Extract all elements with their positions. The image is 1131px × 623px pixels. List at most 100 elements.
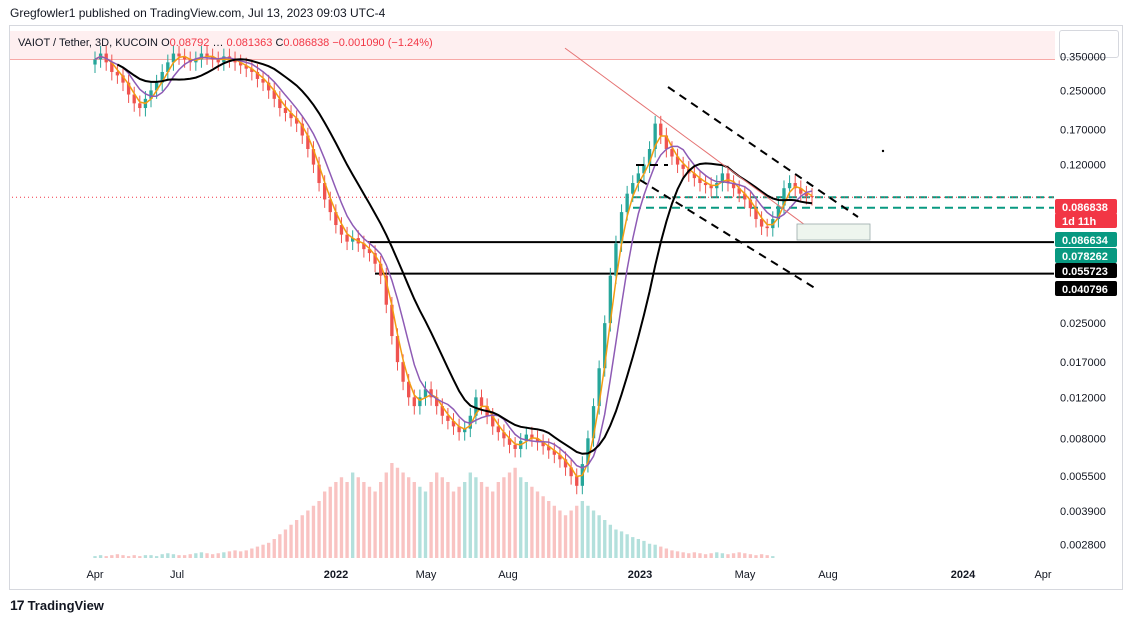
volume-bar — [703, 554, 708, 558]
brand-label[interactable]: TradingView — [27, 597, 104, 613]
volume-bar — [446, 482, 450, 558]
candle-body — [754, 208, 758, 220]
volume-bar — [328, 486, 332, 558]
volume-bar — [244, 550, 248, 558]
volume-bar — [401, 472, 405, 558]
candle-body — [636, 173, 641, 184]
candle-body — [261, 78, 265, 83]
candle-body — [765, 226, 769, 229]
volume-bar — [636, 539, 641, 558]
target-zone-box — [796, 223, 871, 241]
volume-bar — [407, 477, 411, 558]
volume-bar — [345, 482, 349, 558]
candle-body — [692, 173, 697, 179]
volume-bar — [659, 546, 663, 558]
y-tick-label: 0.120000 — [1060, 160, 1106, 172]
candle-body — [311, 149, 316, 165]
x-tick-label: Apr — [86, 569, 103, 581]
volume-bar — [479, 482, 484, 558]
volume-bar — [687, 553, 691, 558]
price-label: 1d 11h — [1055, 213, 1117, 228]
candle-body — [395, 336, 400, 363]
candle-body — [703, 183, 708, 186]
x-tick-label: Aug — [498, 569, 518, 581]
candle-body — [659, 123, 663, 136]
candle-body — [563, 459, 568, 468]
volume-bar — [608, 524, 613, 558]
volume-bar — [692, 552, 697, 558]
price-label: 0.078262 — [1055, 248, 1117, 263]
volume-bar — [266, 542, 271, 558]
price-label-text: 0.086838 — [1062, 202, 1108, 214]
tradingview-logo-icon[interactable]: 17 — [10, 597, 25, 613]
price-label-bg — [1055, 213, 1117, 228]
candle-body — [110, 62, 114, 72]
price-label-bg — [1055, 248, 1117, 263]
candle-body — [423, 389, 428, 398]
candle-body — [367, 249, 372, 254]
candle-body — [776, 205, 781, 220]
volume-bar — [311, 505, 316, 558]
candle-body — [171, 53, 176, 63]
volume-bar — [261, 544, 265, 558]
volume-bar — [709, 553, 713, 558]
price-label: 0.086634 — [1055, 232, 1117, 247]
symbol-label[interactable]: VAIOT / Tether, 3D, KUCOIN — [18, 37, 158, 49]
volume-bar — [171, 554, 176, 558]
ma-mid-line — [94, 55, 813, 469]
candle-body — [154, 82, 159, 91]
volume-bar — [664, 548, 669, 558]
volume-bar — [743, 553, 747, 558]
candle-body — [199, 53, 204, 60]
candle-body — [250, 68, 254, 72]
volume-bar — [177, 555, 181, 558]
scale-button[interactable] — [1059, 30, 1119, 58]
volume-bar — [250, 548, 254, 558]
volume-bar — [182, 555, 187, 558]
volume-bar — [199, 552, 204, 558]
y-tick-label: 0.025000 — [1060, 318, 1106, 330]
volume-bar — [737, 552, 741, 558]
candle-body — [446, 415, 450, 421]
candle-body — [799, 188, 803, 194]
candle-body — [238, 62, 243, 66]
volume-bar — [586, 505, 590, 558]
volume-bar — [216, 553, 220, 558]
volume-bar — [306, 510, 310, 558]
volume-bar — [126, 556, 131, 558]
candle-body — [278, 98, 282, 109]
x-tick-label: Jul — [170, 569, 184, 581]
candle-body — [322, 183, 327, 200]
candle-body — [496, 426, 500, 433]
candle-body — [418, 397, 422, 407]
volume-bar — [317, 501, 321, 558]
volume-bar — [435, 472, 439, 558]
price-label-text: 0.086634 — [1062, 235, 1109, 247]
candle-body — [328, 199, 332, 213]
candle-body — [379, 263, 383, 276]
candle-body — [737, 188, 741, 194]
candle-body — [743, 193, 747, 200]
price-label-bg — [1055, 263, 1117, 278]
volume-bar — [339, 477, 344, 558]
candle-body — [619, 212, 624, 244]
volume-bar — [591, 510, 596, 558]
volume-bar — [681, 552, 685, 558]
y-tick-label: 0.012000 — [1060, 392, 1106, 404]
symbol-legend: VAIOT / Tether, 3D, KUCOIN O0.08792 … 0.… — [18, 37, 433, 49]
volume-bar — [614, 529, 618, 558]
candle-body — [591, 406, 596, 439]
candle-body — [351, 238, 355, 242]
candle-body — [266, 82, 271, 91]
candle-body — [625, 193, 629, 213]
volume-bar — [334, 482, 338, 558]
candle-body — [569, 467, 573, 477]
x-tick-label: 2024 — [951, 569, 976, 581]
candle-body — [451, 420, 456, 427]
candle-body — [401, 362, 405, 382]
volume-bar — [513, 467, 517, 558]
candle-body — [373, 253, 377, 264]
volume-bar — [569, 510, 573, 558]
volume-bar — [748, 554, 753, 558]
